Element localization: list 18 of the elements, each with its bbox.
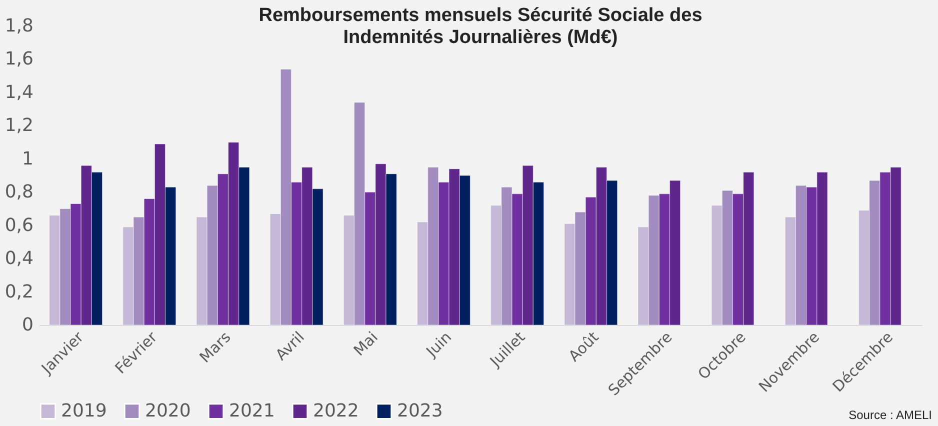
y-tick-label: 1,6 — [4, 48, 34, 70]
y-tick-label: 1,8 — [4, 16, 34, 36]
legend-label: 2020 — [145, 400, 191, 422]
y-tick-label: 0 — [22, 314, 34, 336]
y-tick-label: 1,2 — [4, 115, 34, 136]
y-tick-label: 1,4 — [4, 82, 34, 103]
chart-title: Remboursements mensuels Sécurité Sociale des Indemnités Journalières (Md€) — [258, 5, 702, 48]
y-tick-label: 0,2 — [4, 281, 34, 302]
legend-label: 2019 — [61, 400, 107, 422]
y-tick-label: 0,8 — [4, 182, 34, 203]
y-tick-label: 0,4 — [4, 248, 34, 270]
x-tick-label: Mai — [350, 328, 382, 360]
y-tick-label: 0,6 — [4, 214, 34, 236]
y-tick-label: 1 — [22, 148, 34, 170]
legend-label: 2021 — [229, 400, 275, 422]
legend-label: 2023 — [397, 400, 443, 422]
legend-label: 2022 — [313, 400, 359, 422]
source-note: Source : AMELI — [848, 408, 932, 422]
